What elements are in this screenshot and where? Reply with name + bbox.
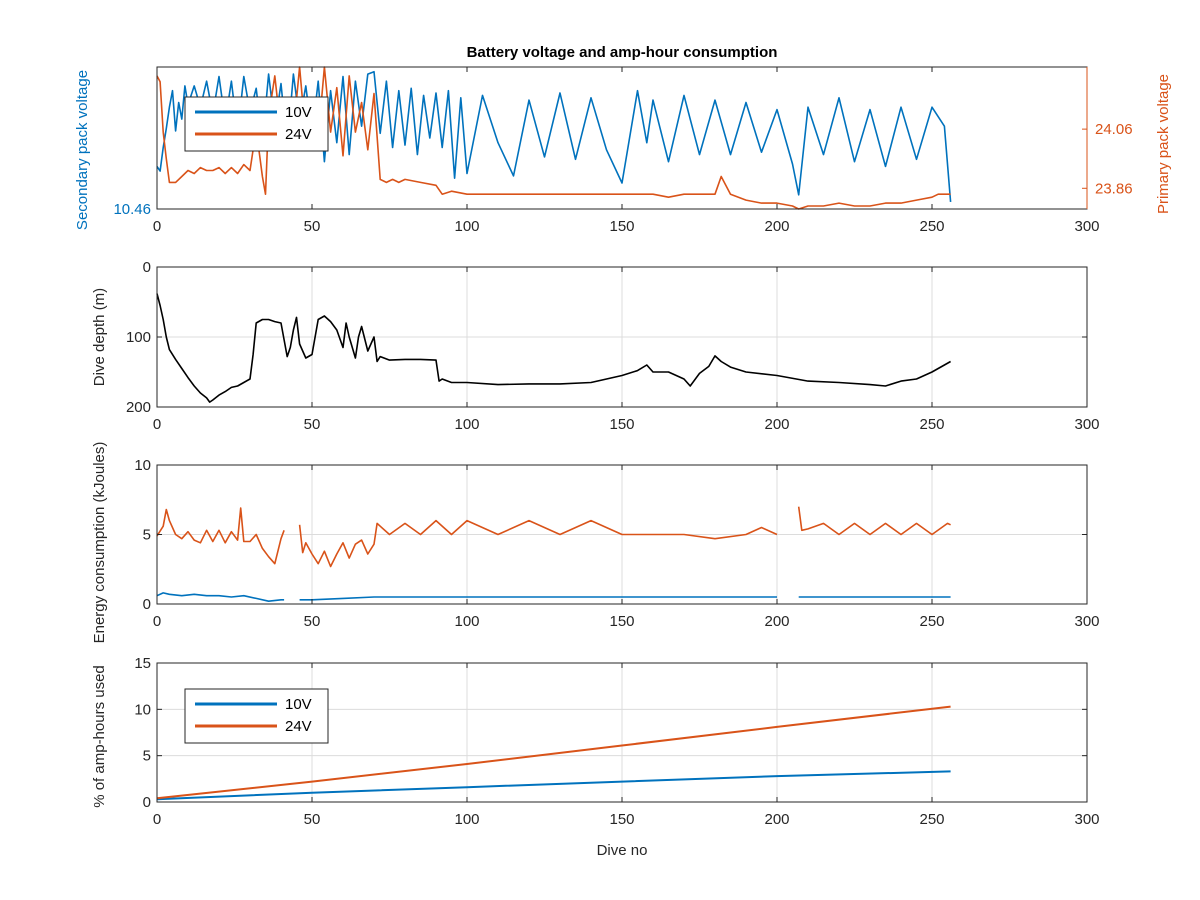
chart-panel-4: 0 50 100 150 200 250 300 0 5 10 15 % of amp-hours u… bbox=[91, 655, 1100, 859]
y-tick-label: 0 bbox=[143, 596, 151, 613]
y-axis-left: 0 100 200 bbox=[126, 259, 1087, 416]
x-tick-label: 100 bbox=[454, 613, 479, 630]
x-tick-label: 50 bbox=[304, 416, 321, 433]
series-line-24v bbox=[156, 705, 951, 800]
y-axis-right: 23.86 24.06 bbox=[1082, 67, 1133, 209]
y-tick-label: 5 bbox=[143, 527, 151, 544]
y-tick-label: 10 bbox=[134, 457, 151, 474]
chart-panel-1: 0 50 100 150 200 250 300 10.46 23.86 24.06 Primary… bbox=[74, 44, 1172, 235]
x-tick-label: 300 bbox=[1074, 613, 1099, 630]
x-tick-label: 300 bbox=[1074, 218, 1099, 235]
x-tick-label: 50 bbox=[304, 811, 321, 828]
x-tick-label: 250 bbox=[919, 218, 944, 235]
chart-title: Battery voltage and amp-hour consumption bbox=[467, 44, 778, 61]
y-tick-label: 0 bbox=[143, 259, 151, 276]
series-line-24v bbox=[156, 66, 951, 210]
x-axis: 0 50 100 150 200 250 300 bbox=[153, 267, 1100, 433]
legend-box bbox=[184, 688, 329, 744]
x-tick-label: 100 bbox=[454, 416, 479, 433]
legend-box bbox=[184, 96, 329, 152]
x-axis: 0 50 100 150 200 250 300 bbox=[153, 465, 1100, 630]
x-tick-label: 200 bbox=[764, 613, 789, 630]
y-tick-label: 5 bbox=[143, 748, 151, 765]
series-line-10v bbox=[156, 770, 951, 801]
x-tick-label: 0 bbox=[153, 811, 161, 828]
y-axis-label-right: Primary pack voltage bbox=[1155, 74, 1172, 214]
y-right-tick-label: 23.86 bbox=[1095, 180, 1133, 197]
x-tick-label: 0 bbox=[153, 218, 161, 235]
y-tick-label: 100 bbox=[126, 329, 151, 346]
x-tick-label: 100 bbox=[454, 218, 479, 235]
legend-label-24v: 24V bbox=[285, 126, 312, 143]
x-tick-label: 50 bbox=[304, 218, 321, 235]
x-tick-label: 0 bbox=[153, 416, 161, 433]
x-tick-label: 150 bbox=[609, 416, 634, 433]
x-tick-label: 200 bbox=[764, 811, 789, 828]
x-tick-label: 300 bbox=[1074, 416, 1099, 433]
y-right-tick-label: 24.06 bbox=[1095, 121, 1133, 138]
x-tick-label: 200 bbox=[764, 416, 789, 433]
grid bbox=[157, 267, 1087, 407]
x-axis: 0 50 100 150 200 250 300 bbox=[153, 67, 1100, 235]
x-tick-label: 0 bbox=[153, 613, 161, 630]
y-axis-left: 0 5 10 bbox=[134, 457, 1087, 613]
x-axis-label: Dive no bbox=[597, 842, 648, 859]
x-tick-label: 150 bbox=[609, 218, 634, 235]
x-tick-label: 50 bbox=[304, 613, 321, 630]
x-axis: 0 50 100 150 200 250 300 bbox=[153, 663, 1100, 828]
y-axis-left: 0 5 10 15 bbox=[134, 655, 1087, 811]
y-tick-label: 0 bbox=[143, 794, 151, 811]
y-axis-label: Dive depth (m) bbox=[91, 288, 108, 386]
x-tick-label: 250 bbox=[919, 416, 944, 433]
y-axis-label: % of amp-hours used bbox=[91, 665, 108, 808]
y-axis-left: 10.46 bbox=[113, 201, 162, 218]
series-line-depth bbox=[156, 293, 951, 403]
x-tick-label: 200 bbox=[764, 218, 789, 235]
series-line-10v bbox=[156, 592, 951, 602]
x-tick-label: 300 bbox=[1074, 811, 1099, 828]
x-tick-label: 250 bbox=[919, 613, 944, 630]
y-axis-label: Secondary pack voltage bbox=[74, 70, 91, 230]
chart-panel-3: 0 50 100 150 200 250 300 0 5 10 Energy consumption… bbox=[91, 442, 1100, 644]
y-tick-label: 200 bbox=[126, 399, 151, 416]
chart-panel-2: 0 50 100 150 200 250 300 0 100 200 Dive depth (m) bbox=[91, 259, 1100, 433]
y-tick-label: 15 bbox=[134, 655, 151, 672]
legend-label-24v: 24V bbox=[285, 718, 312, 735]
series-line-10v bbox=[156, 70, 952, 202]
x-tick-label: 150 bbox=[609, 613, 634, 630]
legend-label-10v: 10V bbox=[285, 104, 312, 121]
series-line-24v bbox=[156, 506, 951, 568]
x-tick-label: 100 bbox=[454, 811, 479, 828]
legend-label-10v: 10V bbox=[285, 696, 312, 713]
x-tick-label: 150 bbox=[609, 811, 634, 828]
x-tick-label: 250 bbox=[919, 811, 944, 828]
y-tick-label: 10 bbox=[134, 701, 151, 718]
y-tick-label: 10.46 bbox=[113, 201, 151, 218]
y-axis-label: Energy consumption (kJoules) bbox=[91, 442, 108, 644]
